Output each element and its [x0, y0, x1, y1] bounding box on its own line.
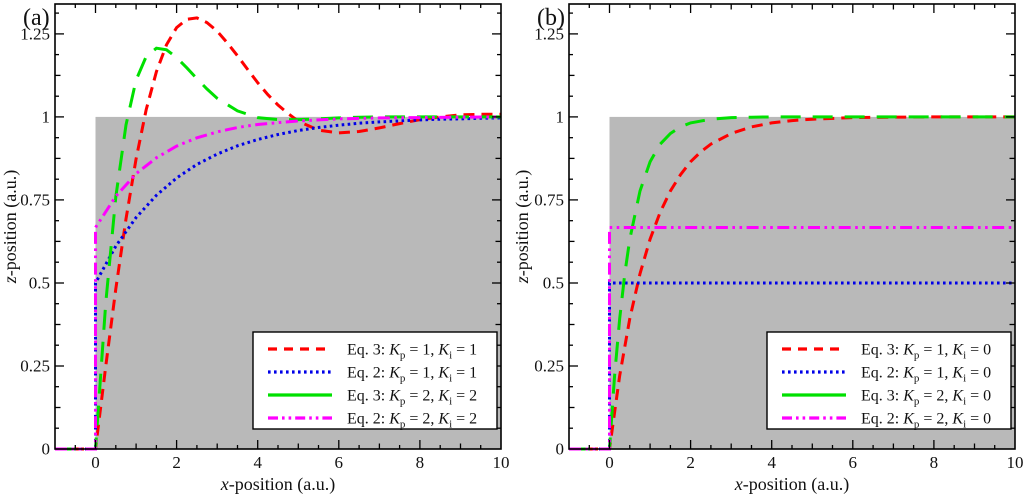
x-tick-label: 2 — [172, 453, 181, 472]
y-tick-label: 1.25 — [20, 24, 50, 43]
x-tick-label: 4 — [767, 453, 776, 472]
x-axis-title: x-position (a.u.) — [220, 474, 335, 495]
legend-entry-label: Eq. 2: Kp = 1, Ki = 0 — [861, 365, 991, 385]
x-tick-label: 10 — [1007, 453, 1024, 472]
x-axis-title: x-position (a.u.) — [734, 474, 849, 495]
y-axis-title: z-position (a.u.) — [0, 170, 21, 285]
y-tick-label: 0 — [42, 440, 51, 459]
legend-entry-label: Eq. 3: Kp = 1, Ki = 1 — [347, 342, 477, 362]
y-tick-label: 0.25 — [20, 357, 50, 376]
y-tick-label: 1 — [556, 107, 565, 126]
legend-box — [252, 331, 498, 430]
x-tick-label: 0 — [605, 453, 614, 472]
legend-entry-label: Eq. 3: Kp = 1, Ki = 0 — [861, 342, 991, 362]
panel-a: 0 2 4 6 8 10 0 0.25 0.5 0.75 1 1.25 x-position (a.u.… — [0, 3, 510, 495]
panel-b: 0 2 4 6 8 10 0 0.25 0.5 0.75 1 1.25 x-position (a.u.… — [512, 3, 1024, 495]
y-tick-label: 0.5 — [543, 274, 564, 293]
x-tick-label: 2 — [686, 453, 695, 472]
series-eq2-kp1-ki1 — [55, 116, 502, 451]
plot-frame — [568, 3, 1016, 450]
legend-entry-label: Eq. 2: Kp = 2, Ki = 2 — [347, 411, 477, 431]
y-tick-label: 1 — [42, 107, 51, 126]
y-tick-label: 1.25 — [534, 24, 564, 43]
legend-entry-label: Eq. 3: Kp = 2, Ki = 0 — [861, 388, 991, 408]
x-tick-label: 4 — [253, 453, 262, 472]
x-tick-label: 6 — [335, 453, 344, 472]
legend-box — [766, 331, 1012, 430]
x-tick-label: 0 — [91, 453, 100, 472]
legend-entry-label: Eq. 2: Kp = 1, Ki = 1 — [347, 365, 477, 385]
y-tick-label: 0.75 — [534, 190, 564, 209]
plot-frame — [54, 3, 502, 450]
legend-entry-label: Eq. 3: Kp = 2, Ki = 2 — [347, 388, 477, 408]
series-eq3-kp2-ki2 — [55, 46, 501, 451]
y-tick-label: 0.75 — [20, 190, 50, 209]
series-eq3-kp2-ki0 — [569, 115, 1015, 451]
x-tick-label: 8 — [930, 453, 939, 472]
x-tick-label: 10 — [493, 453, 510, 472]
series-eq3-kp1-ki0 — [569, 115, 1015, 451]
series-eq2-kp2-ki2 — [55, 115, 502, 451]
y-tick-label: 0.25 — [534, 357, 564, 376]
series-eq2-kp2-ki0 — [569, 226, 1015, 451]
y-tick-label: 0 — [556, 440, 565, 459]
series-eq3-kp1-ki1 — [55, 16, 501, 451]
panel-letter: (b) — [537, 5, 565, 31]
x-tick-label: 6 — [849, 453, 858, 472]
x-tick-label: 8 — [416, 453, 425, 472]
y-tick-label: 0.5 — [29, 274, 50, 293]
legend-entry-label: Eq. 2: Kp = 2, Ki = 0 — [861, 411, 991, 431]
panel-letter: (a) — [23, 5, 50, 31]
y-axis-title: z-position (a.u.) — [512, 170, 533, 285]
